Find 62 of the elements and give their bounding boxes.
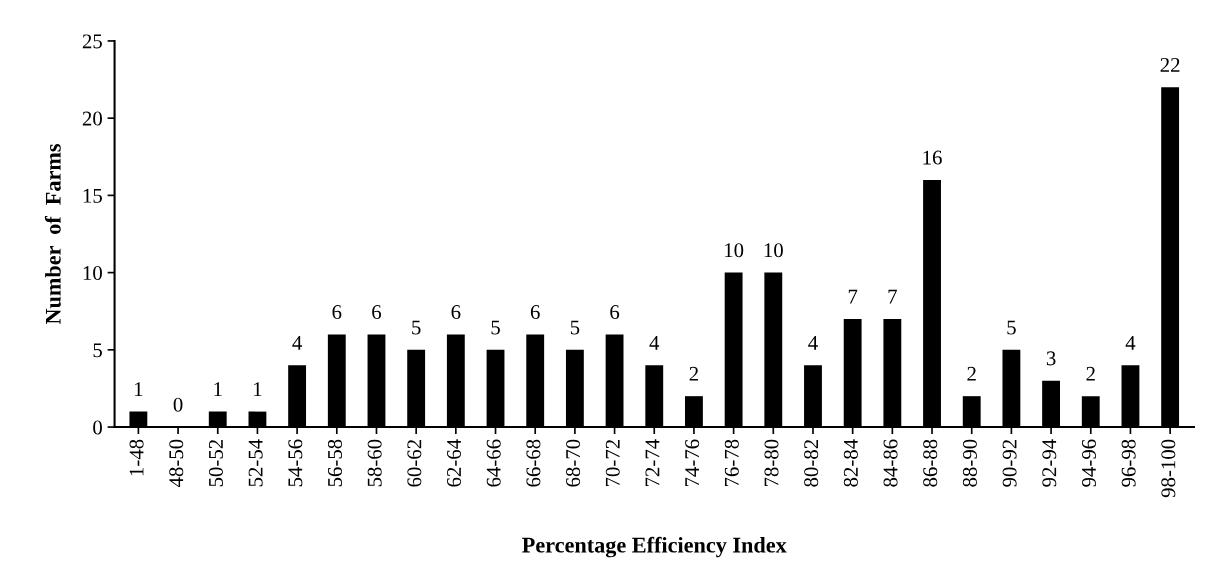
x-tick-label: 96-98 [1121,439,1136,487]
x-tick-label: 72-74 [645,439,660,487]
data-label: 1 [214,382,222,397]
x-axis-title: Percentage Efficiency Index [522,536,787,558]
x-tick-label: 74-76 [685,439,700,487]
x-tick-label: 86-88 [923,439,938,487]
x-tick-label: 50-52 [208,440,223,487]
x-tick-label: 1-48 [129,439,144,476]
y-tick-label: 0 [93,420,102,435]
data-label: 4 [808,336,818,350]
x-tick-label: 76-78 [724,439,739,487]
data-label: 5 [1007,320,1016,335]
data-label: 2 [1086,366,1095,381]
x-tick-label: 92-94 [1042,439,1057,487]
x-tick-label: 80-82 [804,440,819,487]
data-label: 5 [570,320,580,335]
data-label: 7 [848,289,858,304]
y-tick-label: 10 [83,265,102,281]
x-tick-label: 62-64 [447,439,462,487]
y-axis-title: Number of Farms [44,144,61,325]
x-tick-label: 56-58 [327,439,343,487]
y-tick-label: 15 [83,188,102,203]
data-label: 2 [967,366,976,381]
x-tick-label: 84-86 [883,439,898,487]
data-label: 2 [689,366,698,381]
x-tick-label: 78-80 [764,439,779,487]
x-tick-label: 88-90 [962,439,977,487]
x-tick-label: 64-66 [486,439,501,487]
x-tick-label: 82-84 [843,439,858,487]
data-label: 5 [491,320,500,335]
data-label: 16 [923,150,942,165]
data-label: 6 [332,305,342,320]
data-label: 6 [451,305,461,320]
y-tick-label: 5 [93,343,102,358]
x-tick-label: 70-72 [605,440,620,487]
data-label: 0 [173,397,183,412]
x-tick-label: 60-62 [407,440,422,487]
x-tick-label: 58-60 [367,439,382,487]
data-label: 6 [372,305,382,320]
x-tick-label: 68-70 [566,439,581,487]
data-label: 1 [135,382,143,397]
x-tick-label: 48-50 [169,439,184,488]
x-tick-label: 66-68 [526,439,541,487]
data-label: 3 [1046,351,1056,366]
x-tick-label: 94-96 [1081,439,1096,487]
data-label: 5 [412,320,421,335]
data-label: 22 [1160,57,1180,72]
data-label: 1 [254,382,262,397]
data-label: 10 [764,243,783,258]
x-tick-label: 52-54 [248,439,263,487]
data-label: 4 [292,336,302,350]
data-label: 6 [530,305,540,320]
x-tick-label: 90-92 [1002,440,1017,487]
y-tick-label: 25 [82,34,102,49]
data-label: 6 [610,305,620,320]
data-label: 4 [1125,336,1136,350]
x-tick-label: 54-56 [288,439,303,487]
data-label: 10 [725,243,744,258]
y-tick-label: 20 [82,111,102,126]
data-label: 4 [649,336,660,350]
x-tick-label: 98-100 [1161,439,1176,498]
data-label: 7 [888,289,897,304]
